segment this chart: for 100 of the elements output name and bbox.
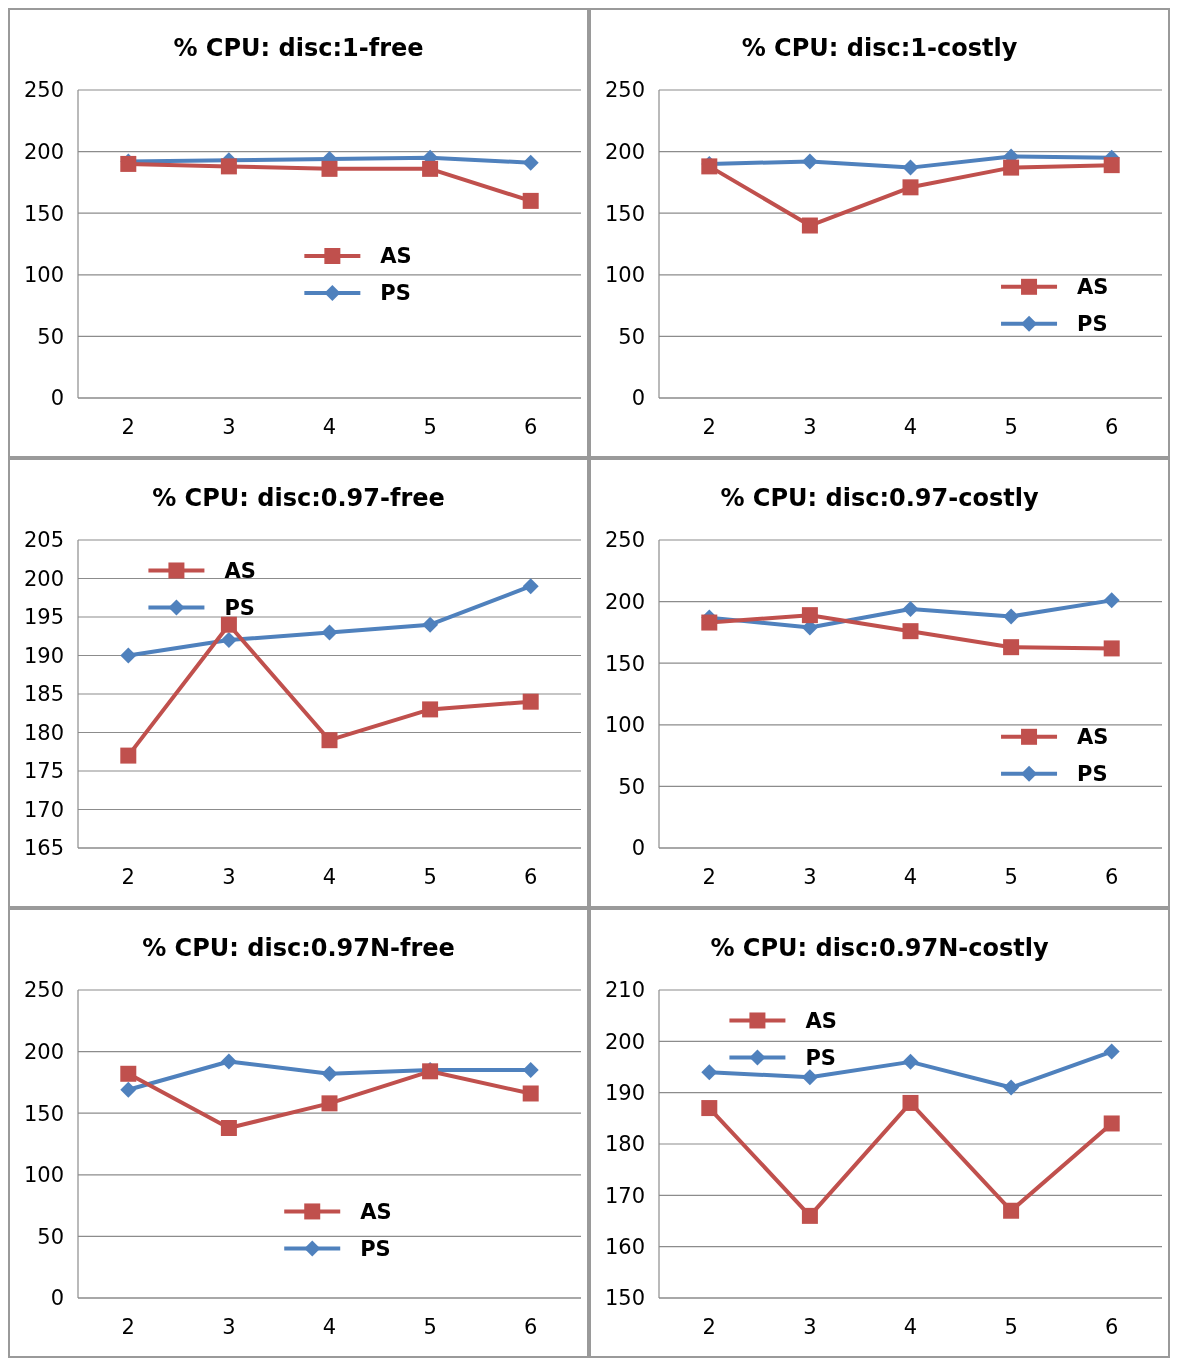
legend-label: AS bbox=[380, 244, 412, 269]
x-tick-label: 6 bbox=[1105, 1315, 1119, 1339]
x-tick-label: 6 bbox=[524, 415, 538, 439]
x-tick-label: 4 bbox=[903, 865, 918, 889]
x-tick-label: 5 bbox=[1004, 865, 1018, 889]
legend-label: PS bbox=[360, 1236, 391, 1261]
legend-label: AS bbox=[360, 1199, 392, 1224]
x-tick-label: 4 bbox=[322, 415, 337, 439]
y-tick-label: 195 bbox=[23, 605, 64, 630]
x-tick-label: 5 bbox=[423, 415, 437, 439]
y-tick-label: 200 bbox=[604, 139, 645, 164]
point bbox=[801, 1207, 818, 1224]
y-tick-label: 0 bbox=[631, 836, 645, 861]
point bbox=[902, 1053, 919, 1070]
y-tick-label: 100 bbox=[604, 713, 645, 738]
x-tick-label: 4 bbox=[322, 1315, 337, 1339]
point bbox=[321, 160, 338, 177]
y-tick-label: 160 bbox=[604, 1235, 645, 1260]
x-tick-label: 6 bbox=[524, 1315, 538, 1339]
point bbox=[1003, 1079, 1020, 1096]
y-tick-label: 170 bbox=[23, 797, 64, 822]
x-tick-label: 6 bbox=[1105, 865, 1119, 889]
y-tick-label: 150 bbox=[23, 1101, 64, 1126]
y-tick-label: 100 bbox=[23, 263, 64, 288]
point bbox=[1103, 157, 1120, 174]
point bbox=[220, 158, 237, 175]
point bbox=[1003, 608, 1020, 625]
x-tick-label: 5 bbox=[1004, 415, 1018, 439]
y-tick-label: 200 bbox=[23, 1039, 64, 1064]
y-tick-label: 190 bbox=[604, 1081, 645, 1106]
point bbox=[522, 154, 539, 171]
point bbox=[801, 153, 818, 170]
point bbox=[120, 747, 137, 764]
y-tick-label: 170 bbox=[604, 1183, 645, 1208]
y-tick-label: 180 bbox=[23, 720, 64, 745]
y-tick-label: 210 bbox=[604, 978, 645, 1003]
x-tick-label: 5 bbox=[423, 865, 437, 889]
y-tick-label: 150 bbox=[23, 201, 64, 226]
point bbox=[902, 600, 919, 617]
point bbox=[801, 607, 818, 624]
y-tick-label: 180 bbox=[604, 1132, 645, 1157]
point bbox=[902, 179, 919, 196]
point bbox=[1103, 640, 1120, 657]
y-tick-label: 50 bbox=[618, 324, 645, 349]
y-tick-label: 100 bbox=[604, 263, 645, 288]
point bbox=[120, 1065, 137, 1082]
point bbox=[522, 1062, 539, 1079]
y-tick-label: 200 bbox=[23, 139, 64, 164]
legend-label: PS bbox=[224, 595, 255, 620]
x-tick-label: 2 bbox=[702, 865, 716, 889]
point bbox=[801, 1069, 818, 1086]
point bbox=[422, 160, 439, 177]
point bbox=[1103, 1115, 1120, 1132]
y-tick-label: 200 bbox=[604, 1029, 645, 1054]
chart-title: % CPU: disc:1-costly bbox=[741, 34, 1018, 62]
chart-title: % CPU: disc:0.97-costly bbox=[720, 484, 1039, 512]
y-tick-label: 250 bbox=[604, 528, 645, 553]
point bbox=[422, 616, 439, 633]
point bbox=[801, 217, 818, 234]
x-tick-label: 2 bbox=[702, 1315, 716, 1339]
chart-title: % CPU: disc:0.97-free bbox=[152, 484, 445, 512]
y-tick-label: 175 bbox=[23, 759, 64, 784]
point bbox=[1103, 592, 1120, 609]
x-tick-label: 5 bbox=[1004, 1315, 1018, 1339]
point bbox=[701, 1064, 718, 1081]
x-tick-label: 4 bbox=[903, 1315, 918, 1339]
y-tick-label: 0 bbox=[50, 386, 64, 411]
legend-label: AS bbox=[805, 1008, 837, 1033]
x-tick-label: 3 bbox=[222, 415, 236, 439]
legend-label: PS bbox=[1077, 312, 1108, 337]
x-tick-label: 2 bbox=[121, 865, 135, 889]
y-tick-label: 150 bbox=[604, 201, 645, 226]
point bbox=[522, 693, 539, 710]
point bbox=[321, 732, 338, 749]
x-tick-label: 4 bbox=[903, 415, 918, 439]
y-tick-label: 190 bbox=[23, 643, 64, 668]
legend-label: AS bbox=[224, 558, 256, 583]
chart-title: % CPU: disc:0.97N-free bbox=[142, 934, 455, 962]
point bbox=[522, 192, 539, 209]
y-tick-label: 150 bbox=[604, 1286, 645, 1311]
point bbox=[522, 578, 539, 595]
point bbox=[321, 1065, 338, 1082]
point bbox=[120, 1081, 137, 1098]
y-tick-label: 205 bbox=[23, 528, 64, 553]
x-tick-label: 2 bbox=[121, 415, 135, 439]
point bbox=[321, 624, 338, 641]
point bbox=[1003, 1202, 1020, 1219]
legend-label: AS bbox=[1077, 725, 1109, 750]
point bbox=[522, 1085, 539, 1102]
point bbox=[220, 1053, 237, 1070]
y-tick-label: 250 bbox=[23, 78, 64, 103]
point bbox=[321, 1095, 338, 1112]
x-tick-label: 3 bbox=[803, 865, 817, 889]
y-tick-label: 50 bbox=[37, 1224, 64, 1249]
point bbox=[120, 647, 137, 664]
y-tick-label: 50 bbox=[37, 324, 64, 349]
point bbox=[1003, 159, 1020, 176]
x-tick-label: 3 bbox=[803, 415, 817, 439]
point bbox=[220, 1119, 237, 1136]
x-tick-label: 5 bbox=[423, 1315, 437, 1339]
